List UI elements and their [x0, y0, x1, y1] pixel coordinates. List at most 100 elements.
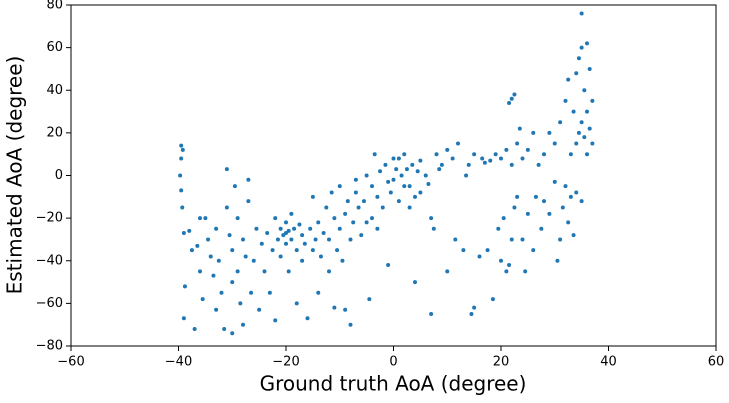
point [294, 301, 299, 306]
point [180, 205, 185, 210]
point [396, 156, 401, 161]
point [429, 216, 434, 221]
point [482, 160, 487, 165]
point [375, 226, 380, 231]
point [235, 216, 240, 221]
point [507, 101, 512, 106]
point [300, 233, 305, 238]
point [224, 205, 229, 210]
point [515, 141, 520, 146]
point [241, 322, 245, 327]
point [552, 141, 557, 146]
point [582, 88, 587, 93]
point [353, 190, 358, 195]
point [289, 237, 294, 242]
point [214, 226, 219, 231]
point [353, 177, 358, 182]
point [418, 158, 423, 163]
point [407, 184, 412, 189]
point [429, 312, 434, 317]
point [431, 226, 436, 231]
point [563, 184, 568, 189]
point [576, 130, 581, 135]
point [504, 269, 509, 274]
y-tick-label: −20 [36, 211, 63, 226]
point [364, 220, 369, 225]
y-tick-label: 0 [55, 168, 63, 183]
point [485, 248, 490, 253]
point [241, 237, 245, 242]
point [364, 173, 369, 178]
point [294, 248, 299, 253]
point [316, 290, 321, 295]
point [450, 156, 455, 161]
point [187, 228, 192, 233]
point [445, 269, 450, 274]
point [388, 190, 393, 195]
point [281, 233, 286, 238]
point [531, 130, 536, 135]
point [517, 126, 522, 131]
point [254, 226, 259, 231]
point [391, 156, 396, 161]
point [189, 248, 194, 253]
point [179, 143, 184, 148]
point [200, 297, 205, 302]
point [284, 220, 288, 225]
point [499, 156, 503, 161]
point [558, 237, 563, 242]
point [439, 162, 444, 167]
x-axis-label: Ground truth AoA (degree) [260, 372, 527, 396]
point [286, 269, 291, 274]
point [286, 228, 291, 233]
point [351, 220, 356, 225]
point [327, 237, 331, 242]
point [402, 152, 407, 157]
point [542, 152, 546, 157]
point [332, 216, 337, 221]
point [297, 222, 302, 227]
point [198, 269, 202, 274]
point [490, 297, 495, 302]
point [568, 194, 573, 199]
point [533, 194, 538, 199]
point [509, 237, 514, 242]
point [249, 290, 254, 295]
point [466, 162, 471, 167]
point [520, 156, 525, 161]
point [585, 152, 589, 157]
point [178, 173, 183, 178]
point [472, 152, 477, 157]
point [585, 41, 589, 46]
point [520, 237, 525, 242]
point [230, 280, 235, 285]
point [539, 226, 544, 231]
point [587, 126, 592, 131]
point [582, 135, 587, 140]
point [547, 130, 552, 135]
point [566, 220, 571, 225]
point [391, 177, 396, 182]
point [216, 258, 221, 263]
point [359, 233, 364, 238]
point [235, 269, 240, 274]
point [324, 205, 329, 210]
point [262, 269, 267, 274]
point [378, 169, 383, 174]
point [192, 326, 197, 331]
point [552, 179, 557, 184]
point [426, 182, 431, 187]
point [380, 205, 385, 210]
point [407, 205, 412, 210]
point [558, 120, 563, 125]
point [230, 331, 235, 336]
point [488, 158, 493, 163]
point [383, 162, 388, 167]
point [267, 290, 272, 295]
point [571, 109, 576, 114]
point [480, 156, 485, 161]
point [273, 216, 278, 221]
point [590, 141, 595, 146]
point [499, 258, 503, 263]
